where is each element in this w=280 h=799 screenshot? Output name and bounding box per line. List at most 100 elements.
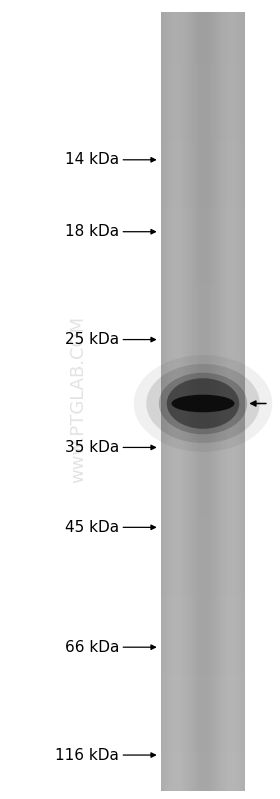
Bar bbox=[161, 336, 245, 350]
Bar bbox=[161, 350, 245, 363]
Bar bbox=[209, 12, 211, 791]
Bar bbox=[161, 64, 245, 77]
Bar bbox=[161, 544, 245, 558]
Bar bbox=[161, 259, 245, 272]
Text: 35 kDa: 35 kDa bbox=[65, 440, 119, 455]
Bar bbox=[185, 12, 187, 791]
Bar bbox=[161, 181, 245, 193]
Bar bbox=[161, 233, 245, 246]
Bar bbox=[161, 479, 245, 492]
Bar bbox=[161, 401, 245, 415]
Bar bbox=[161, 129, 245, 142]
Bar bbox=[161, 467, 245, 479]
Bar bbox=[197, 12, 199, 791]
Bar bbox=[161, 778, 245, 791]
Bar bbox=[231, 12, 233, 791]
Bar bbox=[199, 12, 202, 791]
Bar bbox=[161, 363, 245, 376]
Bar bbox=[161, 635, 245, 648]
Bar bbox=[161, 519, 245, 531]
Bar bbox=[161, 440, 245, 454]
Text: 45 kDa: 45 kDa bbox=[65, 520, 119, 535]
Bar bbox=[161, 492, 245, 506]
Text: 18 kDa: 18 kDa bbox=[65, 225, 119, 239]
Bar bbox=[161, 155, 245, 168]
Bar bbox=[161, 38, 245, 51]
Bar bbox=[161, 739, 245, 752]
Ellipse shape bbox=[146, 364, 260, 443]
Bar bbox=[161, 558, 245, 570]
Bar bbox=[161, 687, 245, 700]
Bar bbox=[161, 648, 245, 662]
Bar bbox=[161, 246, 245, 259]
Bar bbox=[240, 12, 242, 791]
Bar bbox=[228, 12, 231, 791]
Bar bbox=[175, 12, 178, 791]
Text: 14 kDa: 14 kDa bbox=[65, 153, 119, 167]
Bar bbox=[161, 427, 245, 440]
Bar bbox=[161, 103, 245, 116]
Bar bbox=[161, 609, 245, 622]
Bar bbox=[238, 12, 240, 791]
Bar bbox=[161, 570, 245, 583]
Bar bbox=[161, 726, 245, 739]
Bar bbox=[161, 454, 245, 467]
Bar bbox=[168, 12, 171, 791]
Bar bbox=[235, 12, 238, 791]
Ellipse shape bbox=[159, 372, 247, 435]
Bar bbox=[161, 12, 164, 791]
Bar bbox=[161, 376, 245, 388]
Bar bbox=[161, 324, 245, 336]
Bar bbox=[214, 12, 216, 791]
Bar bbox=[161, 297, 245, 311]
Ellipse shape bbox=[167, 378, 239, 429]
Bar bbox=[202, 12, 204, 791]
Bar bbox=[161, 531, 245, 544]
Ellipse shape bbox=[134, 355, 272, 452]
Bar bbox=[161, 51, 245, 64]
Bar bbox=[161, 662, 245, 674]
Bar bbox=[161, 765, 245, 778]
Bar bbox=[161, 284, 245, 298]
Bar bbox=[161, 506, 245, 519]
Bar bbox=[161, 596, 245, 609]
Bar bbox=[161, 168, 245, 181]
Bar bbox=[180, 12, 183, 791]
Bar bbox=[192, 12, 195, 791]
Bar bbox=[161, 12, 245, 25]
Bar bbox=[233, 12, 235, 791]
Bar bbox=[161, 25, 245, 38]
Bar bbox=[178, 12, 180, 791]
Bar bbox=[161, 583, 245, 596]
Bar bbox=[161, 714, 245, 726]
Bar bbox=[195, 12, 197, 791]
Bar bbox=[161, 90, 245, 103]
Bar bbox=[161, 77, 245, 90]
Bar bbox=[161, 220, 245, 233]
Bar bbox=[161, 752, 245, 765]
Ellipse shape bbox=[171, 395, 235, 412]
Bar bbox=[221, 12, 223, 791]
Bar bbox=[161, 415, 245, 427]
Bar bbox=[216, 12, 219, 791]
Bar bbox=[226, 12, 228, 791]
Text: www.PTGLAB.COM: www.PTGLAB.COM bbox=[69, 316, 87, 483]
Text: 25 kDa: 25 kDa bbox=[65, 332, 119, 347]
Text: 66 kDa: 66 kDa bbox=[65, 640, 119, 654]
Bar bbox=[161, 194, 245, 207]
Bar bbox=[164, 12, 166, 791]
Bar bbox=[171, 12, 173, 791]
Bar bbox=[161, 388, 245, 401]
Bar bbox=[242, 12, 245, 791]
Bar bbox=[211, 12, 214, 791]
Bar bbox=[223, 12, 226, 791]
Bar bbox=[161, 116, 245, 129]
Bar bbox=[183, 12, 185, 791]
Bar bbox=[161, 674, 245, 687]
Bar bbox=[166, 12, 168, 791]
Text: 116 kDa: 116 kDa bbox=[55, 748, 119, 762]
Bar bbox=[161, 142, 245, 155]
Bar bbox=[173, 12, 175, 791]
Bar bbox=[161, 622, 245, 635]
Bar bbox=[161, 207, 245, 220]
